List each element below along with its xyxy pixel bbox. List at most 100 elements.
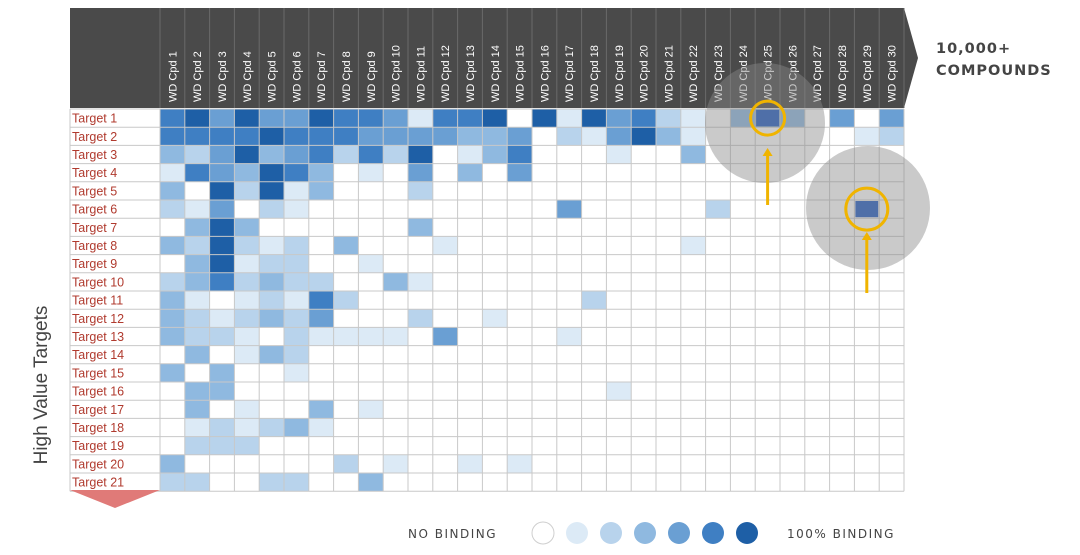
heatmap-cell xyxy=(879,236,904,255)
row-label: Target 20 xyxy=(72,457,124,471)
heatmap-cell xyxy=(705,181,731,200)
heatmap-cell xyxy=(680,218,706,237)
heatmap-cell xyxy=(358,181,384,200)
heatmap-cell xyxy=(606,127,632,146)
heatmap-cell xyxy=(854,163,880,182)
heatmap-cell xyxy=(656,363,681,382)
heatmap-cell xyxy=(432,345,458,364)
binding-legend: NO BINDING 100% BINDING xyxy=(408,521,893,545)
heatmap-cell xyxy=(432,236,458,255)
heatmap-cell xyxy=(432,218,458,237)
heatmap-cell xyxy=(408,473,433,492)
heatmap-cell xyxy=(408,163,433,182)
heatmap-cell xyxy=(184,473,210,492)
heatmap-cell xyxy=(209,163,235,182)
heatmap-cell xyxy=(556,327,582,346)
heatmap-cell xyxy=(482,382,508,401)
heatmap-cell xyxy=(581,218,607,237)
heatmap-cell xyxy=(532,127,557,146)
heatmap-cell xyxy=(259,309,284,328)
heatmap-cell xyxy=(160,254,185,273)
heatmap-cell xyxy=(656,163,681,182)
heatmap-cell xyxy=(829,145,855,164)
heatmap-cell xyxy=(656,145,681,164)
side-note-line-2: COMPOUNDS xyxy=(936,63,1052,79)
heatmap-cell xyxy=(829,218,855,237)
heatmap-cell xyxy=(556,309,582,328)
heatmap-cell xyxy=(730,254,756,273)
heatmap-cell xyxy=(532,200,557,219)
heatmap-cell xyxy=(209,363,235,382)
heatmap-cell xyxy=(358,145,384,164)
column-label: WD Cpd 27 xyxy=(812,45,824,102)
heatmap-cell xyxy=(308,309,334,328)
heatmap-cell xyxy=(209,200,235,219)
column-label: WD Cpd 23 xyxy=(713,45,725,102)
heatmap-cell xyxy=(804,181,830,200)
heatmap-cell xyxy=(482,363,508,382)
heatmap-cell xyxy=(705,400,731,419)
heatmap-cell xyxy=(631,272,656,291)
heatmap-cell xyxy=(879,345,904,364)
heatmap-cell xyxy=(308,327,334,346)
heatmap-cell xyxy=(457,327,483,346)
heatmap-cell xyxy=(482,473,508,492)
heatmap-cell xyxy=(259,200,284,219)
heatmap-cell xyxy=(854,382,880,401)
heatmap-cell xyxy=(705,382,731,401)
heatmap-cell xyxy=(259,272,284,291)
heatmap-cell xyxy=(184,272,210,291)
heatmap-cell xyxy=(507,291,532,310)
heatmap-cell xyxy=(160,309,185,328)
heatmap-cell xyxy=(234,109,260,128)
heatmap-cell xyxy=(556,363,582,382)
heatmap-cell xyxy=(656,218,681,237)
heatmap-cell xyxy=(556,272,582,291)
heatmap-cell xyxy=(755,473,780,492)
heatmap-cell xyxy=(780,145,805,164)
heatmap-cell xyxy=(804,109,830,128)
heatmap-cell xyxy=(804,382,830,401)
heatmap-cell xyxy=(507,418,532,437)
heatmap-cell xyxy=(259,436,284,455)
heatmap-cell xyxy=(780,163,805,182)
heatmap-cell xyxy=(879,163,904,182)
heatmap-cell xyxy=(160,163,185,182)
heatmap-cell xyxy=(432,454,458,473)
heatmap-cell xyxy=(730,163,756,182)
heatmap-cell xyxy=(656,272,681,291)
heatmap-cell xyxy=(234,345,260,364)
column-label: WD Cpd 30 xyxy=(887,45,899,102)
heatmap-cell xyxy=(656,327,681,346)
heatmap-cell xyxy=(408,382,433,401)
heatmap-cell xyxy=(383,291,408,310)
heatmap-cell xyxy=(705,418,731,437)
heatmap-cell xyxy=(631,473,656,492)
heatmap-cell xyxy=(532,163,557,182)
heatmap-cell xyxy=(854,454,880,473)
highlighted-cell xyxy=(855,201,879,218)
heatmap-cell xyxy=(780,291,805,310)
heatmap-cell xyxy=(184,291,210,310)
heatmap-cell xyxy=(432,127,458,146)
heatmap-cell xyxy=(184,436,210,455)
heatmap-cell xyxy=(209,436,235,455)
heatmap-cell xyxy=(780,254,805,273)
heatmap-cell xyxy=(160,418,185,437)
heatmap-cell xyxy=(184,109,210,128)
heatmap-cell xyxy=(333,163,359,182)
heatmap-cell xyxy=(631,345,656,364)
heatmap-cell xyxy=(631,254,656,273)
heatmap-cell xyxy=(333,254,359,273)
column-label: WD Cpd 7 xyxy=(316,51,328,102)
heatmap-cell xyxy=(879,254,904,273)
heatmap-cell xyxy=(879,363,904,382)
heatmap-cell xyxy=(507,309,532,328)
heatmap-cell xyxy=(730,272,756,291)
column-label: WD Cpd 6 xyxy=(291,51,303,102)
heatmap-cell xyxy=(308,181,334,200)
heatmap-cell xyxy=(656,236,681,255)
heatmap-cell xyxy=(432,163,458,182)
heatmap-cell xyxy=(705,145,731,164)
y-axis-title: High Value Targets xyxy=(31,306,52,465)
